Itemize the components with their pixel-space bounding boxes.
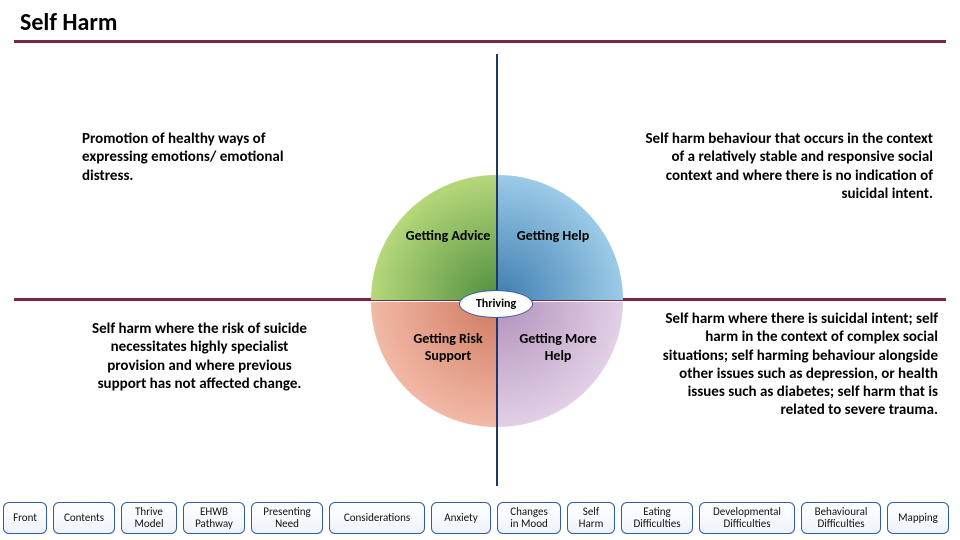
nav-thrive-model[interactable]: Thrive Model xyxy=(121,502,177,534)
title-divider xyxy=(14,40,946,43)
bottom-nav: FrontContentsThrive ModelEHWB PathwayPre… xyxy=(0,498,960,538)
nav-self-harm[interactable]: Self Harm xyxy=(567,502,615,534)
vertical-divider xyxy=(496,54,498,486)
label-risk: Getting Risk Support xyxy=(398,330,498,364)
desc-top-right: Self harm behaviour that occurs in the c… xyxy=(633,130,933,203)
label-advice: Getting Advice xyxy=(398,227,498,244)
nav-front[interactable]: Front xyxy=(3,502,47,534)
nav-mapping[interactable]: Mapping xyxy=(887,502,949,534)
nav-contents[interactable]: Contents xyxy=(53,502,115,534)
label-help: Getting Help xyxy=(508,227,598,244)
nav-considerations[interactable]: Considerations xyxy=(329,502,425,534)
page-title: Self Harm xyxy=(20,8,117,37)
nav-presenting-need[interactable]: Presenting Need xyxy=(251,502,323,534)
nav-ehwb-pathway[interactable]: EHWB Pathway xyxy=(183,502,245,534)
nav-eating-difficulties[interactable]: Eating Difficulties xyxy=(621,502,693,534)
center-label-thriving: Thriving xyxy=(459,290,533,318)
nav-developmental-difficulties[interactable]: Developmental Difficulties xyxy=(699,502,795,534)
nav-changes-in-mood[interactable]: Changes in Mood xyxy=(497,502,561,534)
desc-bottom-left: Self harm where the risk of suicide nece… xyxy=(82,320,317,393)
desc-top-left: Promotion of healthy ways of expressing … xyxy=(82,130,332,185)
nav-anxiety[interactable]: Anxiety xyxy=(431,502,491,534)
quadrant-risk xyxy=(371,302,496,427)
nav-behavioural-difficulties[interactable]: Behavioural Difficulties xyxy=(801,502,881,534)
desc-bottom-right: Self harm where there is suicidal intent… xyxy=(648,310,938,420)
quadrant-more xyxy=(498,302,623,427)
label-more: Getting More Help xyxy=(508,330,608,364)
